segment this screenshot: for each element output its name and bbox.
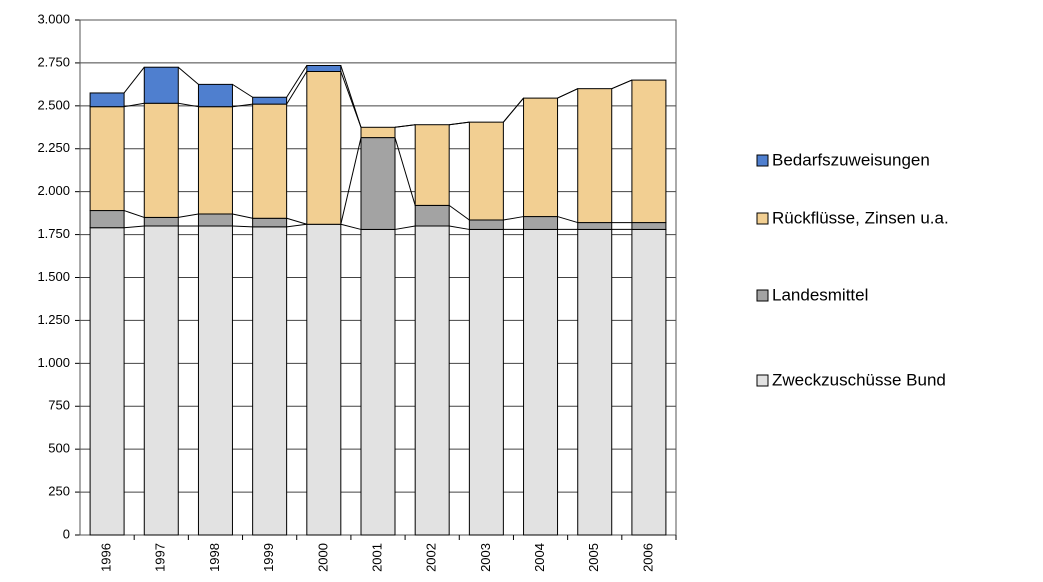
bar-segment [414, 124, 450, 206]
x-tick-label: 2000 [315, 543, 330, 572]
x-tick-label: 1997 [153, 543, 168, 572]
legend-swatch [756, 154, 769, 167]
bar-segment [143, 66, 179, 104]
bar-segment [414, 225, 450, 536]
bar-segment [306, 71, 342, 225]
y-tick-label: 750 [48, 398, 70, 413]
series-line [394, 225, 416, 230]
series-line [340, 65, 362, 128]
bar-segment [306, 223, 342, 536]
series-line [557, 88, 578, 99]
bar-segment [197, 83, 233, 108]
y-tick-label: 0 [63, 526, 70, 541]
y-tick-label: 1.250 [37, 312, 70, 327]
legend-swatch [756, 212, 769, 225]
y-tick-label: 2.500 [37, 97, 70, 112]
bar-segment [631, 222, 667, 230]
legend-text: Bedarfszuweisungen [772, 150, 930, 169]
bar-segment [631, 79, 667, 224]
x-tick-label: 1998 [207, 543, 222, 572]
series-line [232, 83, 253, 98]
series-line [611, 79, 633, 90]
series-line [123, 66, 145, 94]
x-tick-label: 2003 [478, 543, 493, 572]
bar-segment [360, 126, 396, 139]
x-tick-label: 1996 [99, 543, 114, 572]
bar-segment [252, 96, 288, 105]
bar-segment [197, 106, 233, 215]
y-tick-label: 250 [48, 484, 70, 499]
series-line [394, 124, 416, 128]
x-tick-label: 2006 [640, 543, 655, 572]
bar-segment [414, 204, 450, 227]
x-tick-label: 2002 [424, 543, 439, 572]
series-line [178, 213, 199, 218]
y-tick-label: 1.750 [37, 226, 70, 241]
bar-segment [468, 121, 504, 221]
y-tick-label: 2.000 [37, 183, 70, 198]
y-tick-label: 3.000 [37, 11, 70, 26]
y-tick-label: 1.500 [37, 269, 70, 284]
bar-segment [143, 216, 179, 227]
bar-segment [523, 228, 559, 536]
bar-segment [468, 228, 504, 536]
legend-swatch [756, 289, 769, 302]
bar-segment [577, 222, 613, 230]
series-line [286, 65, 308, 98]
legend-swatch [756, 374, 769, 387]
bar-segment [89, 227, 125, 536]
y-tick-label: 1.000 [37, 355, 70, 370]
series-line [340, 137, 362, 225]
bar-segment [89, 106, 125, 212]
series-line [449, 225, 470, 230]
bar-segment [89, 210, 125, 229]
y-tick-label: 500 [48, 441, 70, 456]
series-line [557, 216, 578, 224]
series-line [232, 103, 253, 108]
bar-segment [306, 64, 342, 73]
bar-segment [577, 88, 613, 224]
x-tick-label: 2001 [369, 543, 384, 572]
bar-segment [360, 137, 396, 230]
x-tick-label: 1999 [261, 543, 276, 572]
series-line [177, 66, 199, 85]
series-line [394, 137, 416, 206]
series-line [340, 223, 362, 230]
bar-segment [143, 102, 179, 218]
bar-segment [631, 228, 667, 536]
y-tick-label: 2.250 [37, 140, 70, 155]
legend-text: Rückflüsse, Zinsen u.a. [772, 208, 949, 227]
bar-segment [360, 228, 396, 536]
series-line [232, 225, 253, 228]
series-line [124, 102, 145, 108]
series-line [449, 121, 470, 126]
series-line [178, 102, 199, 108]
legend-text: Zweckzuschüsse Bund [772, 370, 946, 389]
bar-segment [252, 103, 288, 219]
series-line [286, 71, 308, 105]
bar-segment [252, 226, 288, 536]
bar-segment [523, 97, 559, 218]
bar-segment [577, 228, 613, 536]
y-tick-label: 2.750 [37, 54, 70, 69]
bar-segment [143, 225, 179, 536]
x-tick-label: 2005 [586, 543, 601, 572]
series-line [286, 217, 307, 225]
bar-segment [197, 213, 233, 227]
bar-segment [468, 219, 504, 230]
series-line [502, 97, 524, 123]
x-tick-label: 2004 [532, 543, 547, 572]
series-line [503, 216, 524, 221]
series-line [124, 225, 145, 229]
bar-segment [523, 216, 559, 230]
bar-segment [197, 225, 233, 536]
series-line [286, 223, 307, 228]
bar-segment [252, 217, 288, 228]
legend-text: Landesmittel [772, 285, 868, 304]
series-line [232, 213, 253, 219]
series-line [123, 210, 145, 218]
bar-segment [89, 92, 125, 108]
series-line [448, 204, 470, 221]
